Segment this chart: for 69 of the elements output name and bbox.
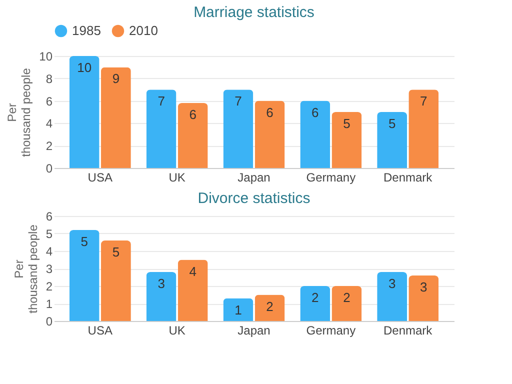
y-tick-label: 6 — [46, 210, 53, 224]
bar — [377, 112, 408, 168]
data-label: 7 — [420, 94, 428, 109]
data-label: 2 — [312, 290, 319, 305]
y-tick-label: 2 — [46, 280, 53, 294]
y-tick-label: 8 — [46, 72, 53, 86]
bar — [300, 286, 330, 321]
data-label: 1 — [234, 302, 242, 318]
bar — [178, 260, 208, 321]
x-tick-label: USA — [88, 324, 112, 338]
data-label: 2 — [343, 290, 350, 305]
y-axis-title: Per thousand people — [12, 224, 40, 314]
x-tick-label: UK — [168, 324, 186, 338]
bar — [408, 276, 439, 321]
legend-label: 1985 — [72, 23, 101, 38]
bar — [69, 56, 100, 168]
data-label: 5 — [80, 234, 88, 249]
data-label: 9 — [112, 71, 120, 86]
bar — [178, 103, 208, 168]
x-tick-label: USA — [88, 170, 112, 184]
data-label: 3 — [420, 280, 428, 294]
bar — [146, 90, 176, 168]
bar — [300, 100, 330, 168]
bar — [254, 294, 285, 321]
x-tick-label: Japan — [238, 170, 270, 184]
data-label: 4 — [189, 264, 196, 279]
data-label: 5 — [112, 244, 120, 260]
x-tick-label: Germany — [306, 170, 356, 184]
data-label: 10 — [77, 60, 92, 75]
bar — [408, 90, 439, 168]
y-tick-label: 4 — [46, 244, 53, 258]
data-label: 6 — [266, 104, 274, 120]
bar — [146, 272, 176, 321]
y-tick-label: 6 — [46, 94, 53, 108]
x-tick-label: Japan — [238, 324, 270, 338]
data-label: 3 — [158, 276, 165, 291]
y-tick-label: 2 — [46, 139, 53, 154]
bar — [223, 298, 254, 321]
y-tick-label: 4 — [46, 116, 53, 131]
bar — [223, 90, 254, 168]
bar — [332, 286, 362, 321]
chart-title: Divorce statistics — [198, 190, 310, 207]
bar — [377, 272, 408, 321]
data-label: 6 — [312, 104, 319, 120]
data-label: 2 — [266, 298, 274, 314]
bar — [332, 112, 362, 168]
x-tick-label: Denmark — [384, 170, 434, 184]
x-tick-label: Germany — [306, 324, 356, 338]
data-label: 3 — [388, 276, 396, 291]
data-label: 7 — [158, 94, 165, 109]
data-label: 7 — [234, 94, 242, 109]
data-label: 5 — [343, 116, 350, 131]
bar — [254, 100, 285, 168]
legend-label: 2010 — [129, 23, 158, 38]
data-label: 6 — [189, 107, 196, 122]
y-tick-label: 5 — [46, 227, 53, 241]
data-label: 5 — [388, 116, 396, 131]
x-tick-label: Denmark — [384, 324, 434, 338]
bar — [100, 240, 131, 321]
bar — [100, 67, 131, 168]
y-tick-label: 0 — [46, 314, 53, 328]
y-tick-label: 0 — [46, 162, 53, 176]
x-tick-label: UK — [168, 170, 186, 184]
chart-title: Marriage statistics — [194, 4, 314, 21]
y-tick-label: 3 — [46, 262, 53, 276]
y-axis-title: Per thousand people — [5, 68, 34, 157]
y-tick-label: 10 — [39, 50, 53, 64]
bar — [69, 230, 100, 321]
y-tick-label: 1 — [46, 297, 53, 311]
